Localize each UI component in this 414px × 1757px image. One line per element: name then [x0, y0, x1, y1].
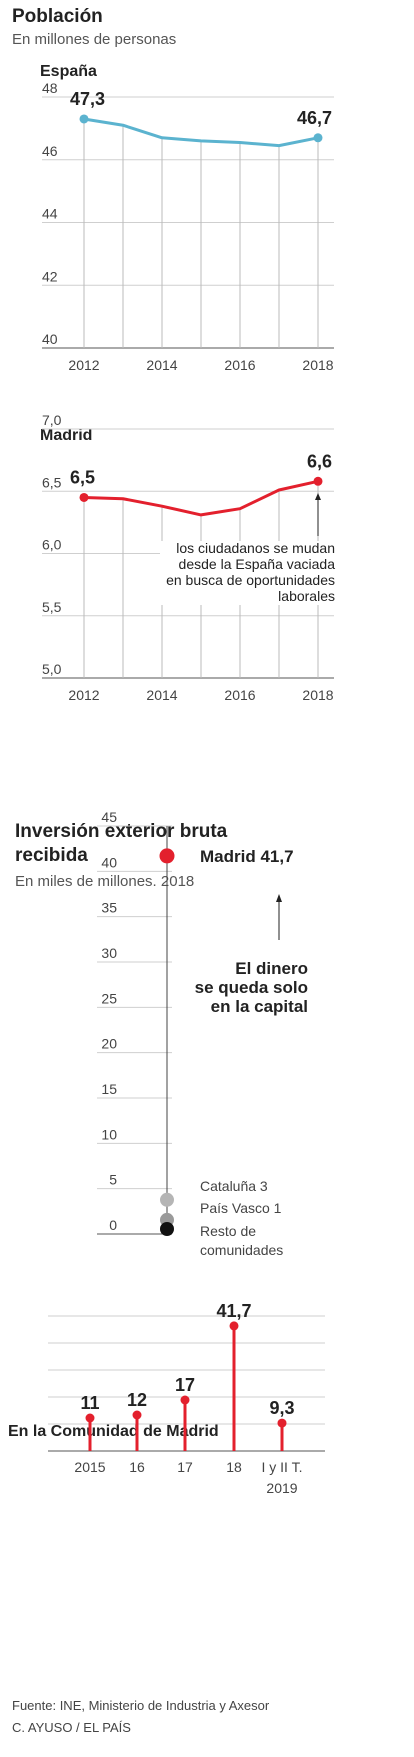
- cmad-bar-head: [277, 1418, 287, 1428]
- community-madrid-chart-title: En la Comunidad de Madrid: [8, 1423, 219, 1440]
- madrid-ytick-label: 6,0: [42, 537, 62, 553]
- cmad-category-label: 16: [129, 1459, 145, 1475]
- spain-xtick-label: 2018: [302, 357, 333, 373]
- madrid-chart-title: Madrid: [40, 427, 92, 444]
- cmad-value-label: 41,7: [216, 1301, 251, 1321]
- madrid-end-point: [313, 476, 323, 486]
- invest-ytick-label: 45: [101, 809, 117, 825]
- cmad-value-label: 12: [127, 1390, 147, 1410]
- invest-label-resto-line: comunidades: [200, 1242, 283, 1258]
- spain-xtick-label: 2016: [224, 357, 255, 373]
- cmad-category-label: 18: [226, 1459, 242, 1475]
- investment-chart-title-line2: recibida: [15, 845, 88, 866]
- invest-annotation-line: El dinero: [235, 959, 308, 978]
- invest-label-pais-vasco: País Vasco 1: [200, 1200, 282, 1216]
- spain-xtick-label: 2014: [146, 357, 177, 373]
- madrid-ytick-label: 5,5: [42, 599, 62, 615]
- community-madrid-chart: En la Comunidad de Madrid 11 2015 12 16 17 17…: [8, 1301, 325, 1496]
- madrid-ytick-label: 6,5: [42, 474, 62, 490]
- invest-label-resto-line: Resto de: [200, 1223, 256, 1239]
- cmad-category-label: 17: [177, 1459, 193, 1475]
- spain-start-label: 47,3: [70, 89, 105, 109]
- invest-ytick-label: 30: [101, 945, 117, 961]
- credit-note: C. AYUSO / EL PAÍS: [12, 1720, 131, 1735]
- invest-annotation-line: se queda solo: [195, 978, 308, 997]
- invest-ytick-label: 25: [101, 990, 117, 1006]
- spain-ytick-label: 40: [42, 331, 58, 347]
- spain-ytick-label: 42: [42, 268, 58, 284]
- page-title: Población: [12, 6, 103, 27]
- madrid-population-chart: Madrid 5,0 5,5 6,0 6,5 7,0 2012 2014 2016 2018 6,…: [40, 412, 336, 703]
- cmad-bar-head: [229, 1321, 239, 1331]
- cmad-bar-head: [85, 1413, 95, 1423]
- spain-series-line: [83, 117, 319, 148]
- cmad-value-label: 9,3: [269, 1398, 294, 1418]
- spain-ytick-label: 44: [42, 206, 58, 222]
- invest-point-resto: [160, 1222, 174, 1236]
- madrid-annotation-bg: [160, 589, 336, 605]
- madrid-annotation-line: los ciudadanos se mudan: [176, 540, 335, 556]
- invest-annotation-line: en la capital: [211, 997, 308, 1016]
- cmad-bar-head: [180, 1395, 190, 1405]
- madrid-annotation-line: en busca de oportunidades: [166, 572, 335, 588]
- madrid-start-label: 6,5: [70, 467, 95, 487]
- cmad-bar-head: [132, 1410, 142, 1420]
- cmad-category-label: I y II T.: [262, 1459, 303, 1475]
- madrid-xtick-label: 2012: [68, 687, 99, 703]
- invest-point-madrid: [159, 848, 175, 864]
- invest-annotation-arrow-head: [276, 894, 282, 902]
- spain-ytick-label: 48: [42, 80, 58, 96]
- madrid-annotation-line: desde la España vaciada: [179, 556, 336, 572]
- madrid-annotation-bg: [160, 557, 336, 573]
- source-note: Fuente: INE, Ministerio de Industria y A…: [12, 1698, 270, 1713]
- madrid-annotation-line: laborales: [278, 588, 335, 604]
- spain-population-chart: España 40 42 44 46 48 2012 2014 2016 2018 47,3 46,…: [40, 63, 334, 373]
- investment-chart: Inversión exterior bruta recibida En mil…: [15, 809, 308, 1258]
- madrid-annotation-bg: [160, 541, 336, 557]
- invest-ytick-label: 15: [101, 1081, 117, 1097]
- spain-end-label: 46,7: [297, 108, 332, 128]
- investment-chart-title: Inversión exterior bruta: [15, 821, 228, 842]
- invest-ytick-label: 10: [101, 1126, 117, 1142]
- page-subtitle: En millones de personas: [12, 31, 176, 48]
- madrid-xtick-label: 2014: [146, 687, 177, 703]
- invest-ytick-label: 5: [109, 1172, 117, 1188]
- madrid-start-point: [79, 492, 89, 502]
- madrid-annotation-arrow-head: [315, 493, 321, 500]
- investment-chart-subtitle: En miles de millones. 2018: [15, 873, 194, 890]
- madrid-ytick-label: 7,0: [42, 412, 62, 428]
- invest-label-madrid: Madrid 41,7: [200, 847, 294, 866]
- cmad-value-label: 17: [175, 1375, 195, 1395]
- invest-label-cataluna: Cataluña 3: [200, 1178, 268, 1194]
- madrid-end-label: 6,6: [307, 451, 332, 471]
- spain-xtick-label: 2012: [68, 357, 99, 373]
- spain-ytick-label: 46: [42, 143, 58, 159]
- invest-ytick-label: 0: [109, 1217, 117, 1233]
- spain-end-point: [313, 133, 323, 143]
- madrid-xtick-label: 2016: [224, 687, 255, 703]
- spain-start-point: [79, 114, 89, 124]
- madrid-ytick-label: 5,0: [42, 661, 62, 677]
- cmad-category-sublabel: 2019: [266, 1480, 297, 1496]
- spain-chart-title: España: [40, 63, 97, 80]
- invest-point-cataluna: [160, 1192, 174, 1207]
- madrid-annotation-bg: [160, 573, 336, 589]
- madrid-series-line: [83, 479, 319, 517]
- invest-ytick-label: 35: [101, 900, 117, 916]
- invest-ytick-label: 40: [101, 854, 117, 870]
- cmad-value-label: 11: [80, 1393, 99, 1413]
- invest-ytick-label: 20: [101, 1036, 117, 1052]
- madrid-xtick-label: 2018: [302, 687, 333, 703]
- cmad-category-label: 2015: [74, 1459, 105, 1475]
